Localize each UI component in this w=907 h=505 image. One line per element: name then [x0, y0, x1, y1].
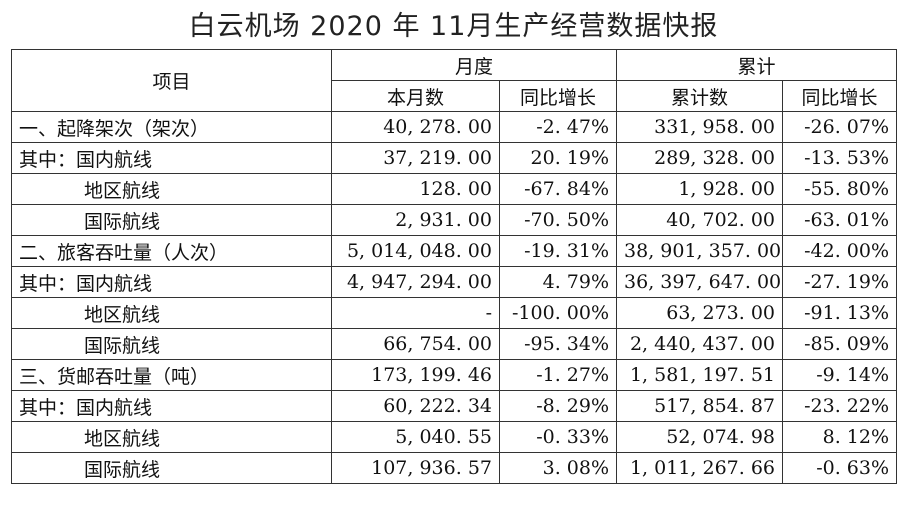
table-body: 一、起降架次（架次） 40, 278. 00 -2. 47% 331, 958. 00… [11, 111, 898, 484]
row-cum-yoy: -91. 13% [782, 297, 898, 329]
row-month-value: 2, 931. 00 [331, 204, 500, 236]
row-month-yoy: -70. 50% [498, 204, 618, 236]
table-row: 其中：国内航线 60, 222. 34 -8. 29% 517, 854. 87 -23… [11, 390, 898, 422]
row-cum-yoy: -55. 80% [782, 173, 898, 205]
table-header: 项目 月度 累计 本月数 同比增长 累计数 同比增长 [11, 49, 898, 112]
row-cum-yoy: -42. 00% [782, 235, 898, 267]
row-label: 二、旅客吞吐量（人次） [11, 235, 332, 267]
row-cum-value: 1, 928. 00 [616, 173, 784, 205]
row-cum-value: 1, 011, 267. 66 [616, 452, 784, 484]
header-cum-count: 累计数 [616, 80, 784, 112]
row-month-value: 173, 199. 46 [331, 359, 500, 391]
row-month-value: 37, 219. 00 [331, 142, 500, 174]
header-month-yoy: 同比增长 [498, 80, 618, 112]
row-cum-value: 289, 328. 00 [616, 142, 784, 174]
row-month-yoy: -95. 34% [498, 328, 618, 360]
row-month-value: 107, 936. 57 [331, 452, 500, 484]
row-month-yoy: -1. 27% [498, 359, 618, 391]
row-month-yoy: -19. 31% [498, 235, 618, 267]
header-this-month: 本月数 [331, 80, 500, 112]
table-row: 国际航线 107, 936. 57 3. 08% 1, 011, 267. 66 -0.… [11, 452, 898, 484]
row-label: 三、货邮吞吐量（吨） [11, 359, 332, 391]
row-cum-value: 2, 440, 437. 00 [616, 328, 784, 360]
row-cum-yoy: -27. 19% [782, 266, 898, 298]
row-label: 地区航线 [11, 173, 332, 205]
row-label: 其中：国内航线 [11, 390, 332, 422]
row-label: 国际航线 [11, 328, 332, 360]
header-cum-yoy: 同比增长 [782, 80, 898, 112]
row-label: 一、起降架次（架次） [11, 111, 332, 143]
table-row: 地区航线 5, 040. 55 -0. 33% 52, 074. 98 8. 12% [11, 421, 898, 453]
row-month-yoy: -8. 29% [498, 390, 618, 422]
row-label: 国际航线 [11, 204, 332, 236]
row-month-value: 5, 014, 048. 00 [331, 235, 500, 267]
row-cum-yoy: -85. 09% [782, 328, 898, 360]
table-row: 其中：国内航线 4, 947, 294. 00 4. 79% 36, 397, 647… [11, 266, 898, 298]
row-month-yoy: -67. 84% [498, 173, 618, 205]
header-monthly: 月度 [330, 49, 618, 81]
table-row: 一、起降架次（架次） 40, 278. 00 -2. 47% 331, 958. 00… [11, 111, 898, 143]
row-cum-yoy: 8. 12% [782, 421, 898, 453]
header-cumulative: 累计 [616, 49, 898, 81]
table-row: 二、旅客吞吐量（人次） 5, 014, 048. 00 -19. 31% 38, 90… [11, 235, 898, 267]
row-cum-value: 52, 074. 98 [616, 421, 784, 453]
row-cum-yoy: -23. 22% [782, 390, 898, 422]
row-month-value: 40, 278. 00 [331, 111, 500, 143]
row-cum-value: 40, 702. 00 [616, 204, 784, 236]
table-row: 三、货邮吞吐量（吨） 173, 199. 46 -1. 27% 1, 581, 197… [11, 359, 898, 391]
row-cum-value: 38, 901, 357. 00 [616, 235, 784, 267]
row-label: 地区航线 [11, 421, 332, 453]
row-cum-value: 1, 581, 197. 51 [616, 359, 784, 391]
row-month-yoy: -0. 33% [498, 421, 618, 453]
row-month-value: - [331, 297, 500, 329]
row-cum-yoy: -0. 63% [782, 452, 898, 484]
row-cum-yoy: -26. 07% [782, 111, 898, 143]
report-title: 白云机场 2020 年 11月生产经营数据快报 [188, 11, 719, 42]
table-row: 其中：国内航线 37, 219. 00 20. 19% 289, 328. 00 -13… [11, 142, 898, 174]
row-month-value: 128. 00 [331, 173, 500, 205]
row-cum-yoy: -9. 14% [782, 359, 898, 391]
row-month-yoy: 20. 19% [498, 142, 618, 174]
row-month-value: 66, 754. 00 [331, 328, 500, 360]
row-cum-yoy: -13. 53% [782, 142, 898, 174]
table-row: 地区航线 - -100. 00% 63, 273. 00 -91. 13% [11, 297, 898, 329]
row-label: 国际航线 [11, 452, 332, 484]
row-month-yoy: 4. 79% [498, 266, 618, 298]
row-cum-value: 63, 273. 00 [616, 297, 784, 329]
row-month-yoy: -100. 00% [498, 297, 618, 329]
row-month-value: 4, 947, 294. 00 [331, 266, 500, 298]
row-cum-value: 331, 958. 00 [616, 111, 784, 143]
row-label: 其中：国内航线 [11, 266, 332, 298]
table-row: 地区航线 128. 00 -67. 84% 1, 928. 00 -55. 80% [11, 173, 898, 205]
row-month-yoy: 3. 08% [498, 452, 618, 484]
row-cum-value: 36, 397, 647. 00 [616, 266, 784, 298]
table-row: 国际航线 2, 931. 00 -70. 50% 40, 702. 00 -63. 01… [11, 204, 898, 236]
table-row: 国际航线 66, 754. 00 -95. 34% 2, 440, 437. 00 -8… [11, 328, 898, 360]
row-label: 地区航线 [11, 297, 332, 329]
row-month-value: 60, 222. 34 [331, 390, 500, 422]
row-month-yoy: -2. 47% [498, 111, 618, 143]
row-month-value: 5, 040. 55 [331, 421, 500, 453]
data-table: 项目 月度 累计 本月数 同比增长 累计数 同比增长 一、起降架次（架次） 40,… [11, 49, 898, 484]
row-cum-yoy: -63. 01% [782, 204, 898, 236]
row-label: 其中：国内航线 [11, 142, 332, 174]
header-item: 项目 [11, 49, 332, 112]
row-cum-value: 517, 854. 87 [616, 390, 784, 422]
